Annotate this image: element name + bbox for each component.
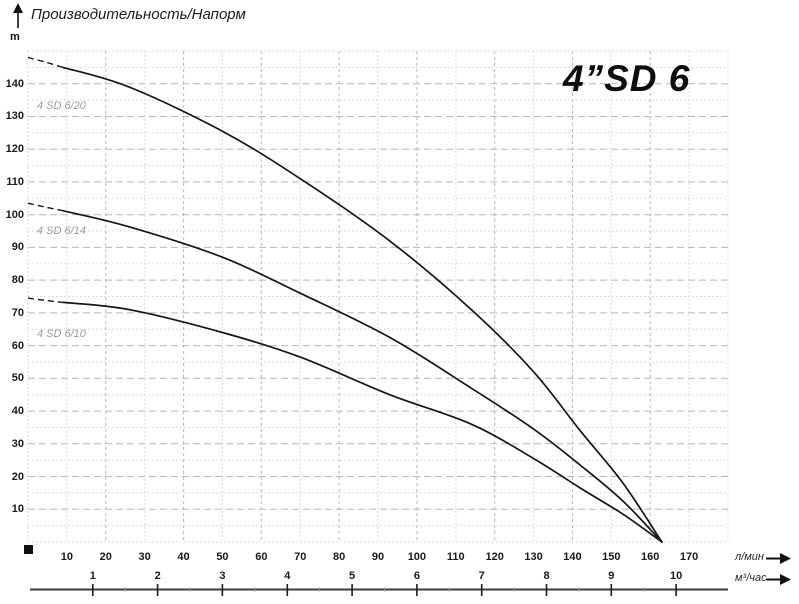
y-tick-label: 100 [5, 208, 24, 221]
x-tick-label-lmin: 110 [446, 551, 465, 563]
right-arrow-icon [766, 553, 791, 564]
x-tick-label-lmin: 10 [60, 551, 73, 563]
x-tick-label-lmin: 80 [332, 551, 346, 563]
x-unit-lmin-label: л/мин [735, 551, 764, 563]
y-tick-label: 10 [11, 503, 24, 516]
x-tick-label-m3h: 8 [543, 570, 550, 582]
x-tick-label-lmin: 150 [602, 551, 621, 563]
x-tick-label-m3h: 6 [413, 570, 420, 582]
x-tick-label-lmin: 160 [641, 551, 660, 563]
y-tick-label: 20 [11, 470, 24, 483]
pump-model-title: 4”SD 6 [563, 58, 691, 99]
curve-name-label: 4 SD 6/14 [36, 225, 86, 238]
x-tick-label-lmin: 140 [563, 551, 582, 563]
y-tick-label: 30 [11, 437, 24, 450]
pump-curve-dashed-4620 [27, 56, 64, 69]
x-tick-label-m3h: 4 [284, 570, 291, 582]
x-tick-label-m3h: 9 [608, 570, 615, 582]
x-tick-label-m3h: 2 [154, 570, 161, 582]
y-tick-label: 60 [11, 339, 24, 352]
y-axis-unit-label: m [10, 31, 20, 43]
x-tick-label-lmin: 120 [485, 551, 504, 563]
x-tick-label-lmin: 30 [138, 551, 151, 563]
y-tick-label: 70 [11, 306, 24, 319]
x-unit-m3h-label: м³/час [735, 572, 767, 584]
y-tick-label: 120 [5, 143, 24, 156]
x-tick-label-lmin: 20 [99, 551, 112, 563]
chart-axis-caption: Производительность/Напорм [31, 6, 246, 23]
up-arrow-icon [13, 3, 23, 28]
x-tick-label-lmin: 50 [216, 551, 229, 563]
y-tick-label: 90 [11, 241, 24, 254]
x-tick-label-lmin: 60 [255, 551, 268, 563]
y-tick-label: 130 [5, 110, 24, 123]
pump-curve-dashed-4614 [27, 202, 64, 212]
x-tick-label-lmin: 100 [407, 551, 427, 563]
pump-curve-4620 [62, 66, 663, 543]
y-tick-label: 110 [6, 175, 24, 188]
pump-curve-4614 [62, 209, 663, 543]
x-tick-label-lmin: 170 [679, 551, 699, 563]
right-arrow-icon [766, 574, 791, 585]
pump-curve-dashed-4610 [27, 297, 64, 304]
curve-name-label: 4 SD 6/20 [36, 100, 86, 113]
x-tick-label-lmin: 130 [524, 551, 543, 563]
x-tick-label-m3h: 10 [670, 570, 683, 582]
y-tick-label: 50 [11, 372, 24, 385]
y-tick-label: 40 [11, 405, 24, 418]
x-tick-label-m3h: 1 [89, 570, 96, 582]
x-tick-label-m3h: 5 [349, 570, 356, 582]
x-tick-label-m3h: 3 [219, 570, 226, 582]
x-tick-label-lmin: 70 [294, 551, 307, 563]
x-tick-label-lmin: 90 [371, 551, 385, 563]
x-tick-label-m3h: 7 [478, 570, 485, 582]
y-tick-label: 140 [5, 77, 24, 90]
origin-square-marker [24, 545, 33, 554]
pump-curve-4610 [62, 301, 663, 543]
x-tick-label-lmin: 40 [177, 551, 190, 563]
y-tick-label: 80 [11, 274, 24, 287]
curve-name-label: 4 SD 6/10 [36, 327, 86, 340]
